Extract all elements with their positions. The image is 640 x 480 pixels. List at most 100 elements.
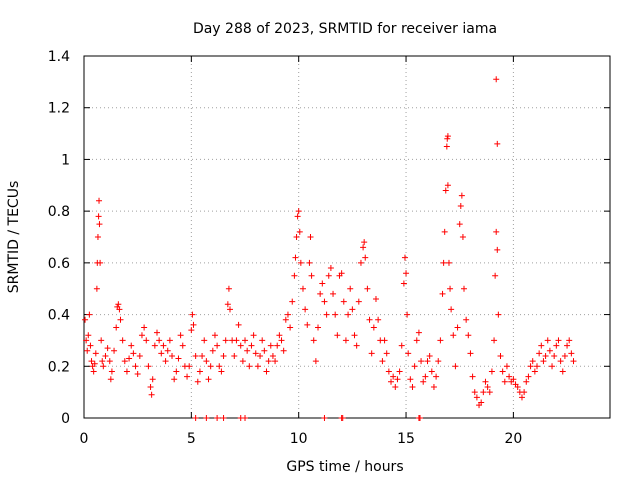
data-point — [411, 363, 418, 370]
data-point — [100, 363, 107, 370]
x-tick-label: 10 — [290, 431, 308, 447]
data-point — [126, 355, 133, 362]
y-tick-label: 1.2 — [48, 101, 70, 117]
data-point — [235, 321, 242, 328]
data-point — [478, 399, 485, 406]
data-point — [564, 342, 571, 349]
data-point — [501, 378, 508, 385]
data-point — [98, 337, 105, 344]
data-point — [166, 337, 173, 344]
data-point — [83, 337, 90, 344]
data-point — [420, 378, 427, 385]
data-point — [473, 394, 480, 401]
data-point — [117, 316, 124, 323]
data-point — [418, 358, 425, 365]
data-point — [153, 329, 160, 336]
data-point — [242, 415, 249, 421]
data-point — [299, 285, 306, 292]
data-point — [239, 358, 246, 365]
data-point — [116, 306, 123, 313]
data-point — [546, 347, 553, 354]
data-point — [164, 347, 171, 354]
data-point — [383, 350, 390, 357]
data-point — [570, 358, 577, 365]
data-point — [440, 259, 447, 266]
data-point — [494, 246, 501, 253]
data-point — [442, 187, 449, 194]
data-point — [134, 371, 141, 378]
data-point — [308, 272, 315, 279]
data-point — [115, 301, 122, 308]
data-point — [433, 373, 440, 380]
data-point — [194, 378, 201, 385]
data-point — [312, 358, 319, 365]
data-point — [209, 347, 216, 354]
data-point — [216, 363, 223, 370]
data-point — [248, 342, 255, 349]
data-point — [439, 290, 446, 297]
data-point — [486, 389, 493, 396]
data-point — [415, 329, 422, 336]
data-point — [158, 350, 165, 357]
data-point — [220, 352, 227, 359]
data-point — [497, 352, 504, 359]
data-point — [99, 358, 106, 365]
y-tick-label: 1.4 — [48, 49, 70, 65]
data-point — [205, 376, 212, 383]
data-point — [199, 352, 206, 359]
data-point — [82, 316, 89, 323]
data-point — [428, 368, 435, 375]
data-point — [94, 234, 101, 240]
data-point — [330, 290, 337, 297]
data-point — [409, 383, 416, 390]
data-point — [448, 306, 455, 313]
data-point — [295, 208, 302, 215]
data-point — [499, 368, 506, 375]
data-point — [207, 363, 214, 370]
data-point — [555, 337, 562, 344]
data-point — [400, 280, 407, 287]
data-point — [557, 358, 564, 365]
data-point — [426, 352, 433, 359]
data-point — [542, 352, 549, 359]
data-point — [147, 383, 154, 390]
data-point — [424, 358, 431, 365]
data-point — [361, 239, 368, 246]
data-point — [291, 272, 298, 279]
data-point — [403, 270, 410, 277]
data-point — [450, 332, 457, 339]
y-axis-label: SRMTID / TECUs — [6, 181, 22, 294]
data-point — [211, 332, 218, 339]
data-point — [488, 368, 495, 375]
data-point — [254, 363, 261, 370]
data-point — [375, 316, 382, 323]
data-point — [148, 391, 155, 398]
data-point — [272, 358, 279, 365]
data-point — [534, 363, 541, 370]
data-point — [416, 415, 423, 421]
data-point — [549, 363, 556, 370]
data-point — [413, 337, 420, 344]
data-point — [85, 332, 92, 339]
data-point — [175, 355, 182, 362]
data-point — [104, 345, 111, 352]
y-tick-label: 0 — [61, 411, 70, 427]
data-point — [143, 337, 150, 344]
data-point — [388, 378, 395, 385]
data-point — [132, 363, 139, 370]
data-point — [86, 311, 93, 318]
data-point — [456, 221, 463, 228]
data-point — [149, 376, 156, 383]
data-point — [186, 363, 193, 370]
data-point — [559, 368, 566, 375]
data-point — [315, 324, 322, 331]
data-point — [96, 221, 103, 228]
data-point — [108, 368, 115, 375]
data-point — [92, 350, 99, 357]
data-point — [201, 337, 208, 344]
data-point — [282, 316, 289, 323]
data-point — [529, 358, 536, 365]
y-tick-label: 0.8 — [48, 204, 70, 220]
